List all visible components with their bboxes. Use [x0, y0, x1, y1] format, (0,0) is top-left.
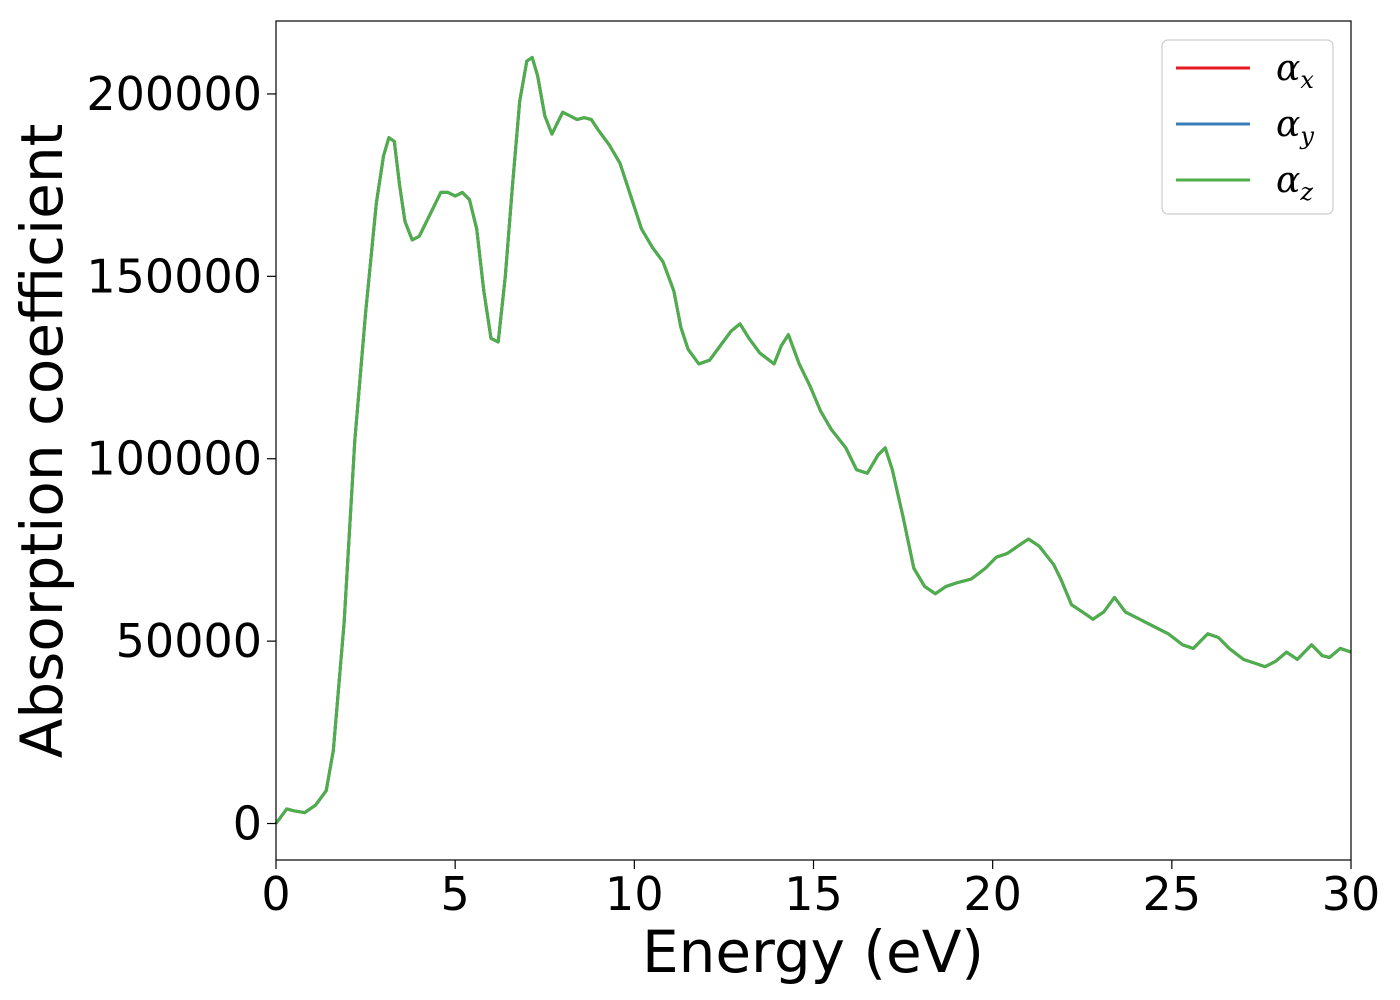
x-tick-label: 25 — [1143, 867, 1202, 921]
y-tick-label: 0 — [233, 797, 262, 851]
y-tick-label: 50000 — [116, 614, 262, 668]
x-tick-label: 15 — [784, 867, 843, 921]
legend-entry-x: αx — [1276, 48, 1314, 94]
x-tick-label: 5 — [441, 867, 470, 921]
series-layer — [274, 56, 1352, 825]
legend-entry-z: αz — [1276, 160, 1313, 206]
y-tick-label: 200000 — [86, 67, 262, 121]
x-axis: 0 5 10 15 20 25 30 — [261, 860, 1380, 921]
y-axis-label: Absorption coefficient — [8, 124, 76, 759]
series-line-z — [274, 56, 1352, 825]
legend-box — [1161, 39, 1334, 215]
x-tick-label: 30 — [1322, 867, 1381, 921]
y-tick-label: 100000 — [86, 432, 262, 486]
legend-items: αx αy αz — [1176, 48, 1314, 206]
legend: αx αy αz — [1161, 39, 1334, 215]
x-tick-label: 10 — [605, 867, 664, 921]
y-axis: 0 50000 100000 150000 200000 — [86, 67, 276, 851]
y-tick-label: 150000 — [86, 249, 262, 303]
x-tick-label: 20 — [963, 867, 1022, 921]
x-tick-label: 0 — [261, 867, 290, 921]
legend-entry-y: αy — [1276, 104, 1314, 150]
x-axis-label: Energy (eV) — [642, 918, 984, 986]
